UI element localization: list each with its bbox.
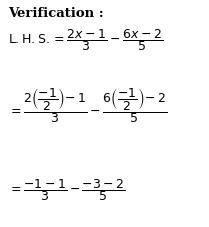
Text: $= \dfrac{-1-1}{3} - \dfrac{-3-2}{5}$: $= \dfrac{-1-1}{3} - \dfrac{-3-2}{5}$ <box>8 177 126 203</box>
Text: $\mathrm{L.H.S.} = \dfrac{2x-1}{3} - \dfrac{6x-2}{5}$: $\mathrm{L.H.S.} = \dfrac{2x-1}{3} - \df… <box>8 27 163 53</box>
Text: $= \dfrac{2\left(\dfrac{-1}{2}\right)\!-1}{3} - \dfrac{6\left(\dfrac{-1}{2}\righ: $= \dfrac{2\left(\dfrac{-1}{2}\right)\!-… <box>8 86 167 125</box>
Text: Verification :: Verification : <box>8 7 104 20</box>
